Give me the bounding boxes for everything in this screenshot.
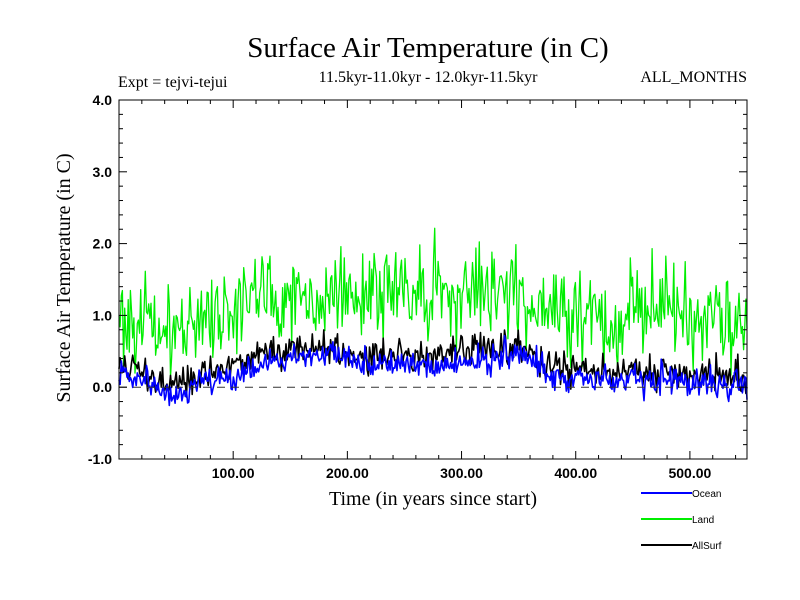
y-axis-label: Surface Air Temperature (in C)	[53, 153, 75, 402]
series-layer	[118, 227, 748, 407]
y-tick-label: 3.0	[93, 164, 113, 180]
x-tick-label: 100.00	[212, 465, 255, 481]
series-line-ocean	[118, 334, 748, 407]
x-tick-label: 300.00	[440, 465, 483, 481]
legend-label-ocean: Ocean	[692, 489, 721, 500]
x-tick-label: 200.00	[326, 465, 369, 481]
experiment-label: Expt = tejvi-tejui	[118, 74, 228, 91]
x-axis-label: Time (in years since start)	[329, 488, 537, 510]
y-tick-label: -1.0	[88, 451, 112, 467]
legend-label-allsurf: AllSurf	[692, 541, 722, 552]
legend-label-land: Land	[692, 515, 714, 526]
legend: Ocean Land AllSurf	[641, 489, 722, 552]
y-tick-label: 4.0	[93, 92, 113, 108]
y-tick-label: 1.0	[93, 307, 113, 323]
series-line-land	[118, 227, 748, 379]
chart-title: Surface Air Temperature (in C)	[247, 32, 608, 64]
y-tick-label: 0.0	[93, 379, 113, 395]
months-label: ALL_MONTHS	[640, 69, 747, 86]
x-tick-label: 500.00	[668, 465, 711, 481]
x-tick-label: 400.00	[554, 465, 597, 481]
axis-ticks: 100.00 200.00 300.00 400.00 500.00 -1.0 0.0 1.0…	[88, 92, 747, 481]
period-label: 11.5kyr-11.0kyr - 12.0kyr-11.5kyr	[319, 69, 539, 86]
y-tick-label: 2.0	[93, 236, 113, 252]
plot-frame	[118, 99, 748, 460]
